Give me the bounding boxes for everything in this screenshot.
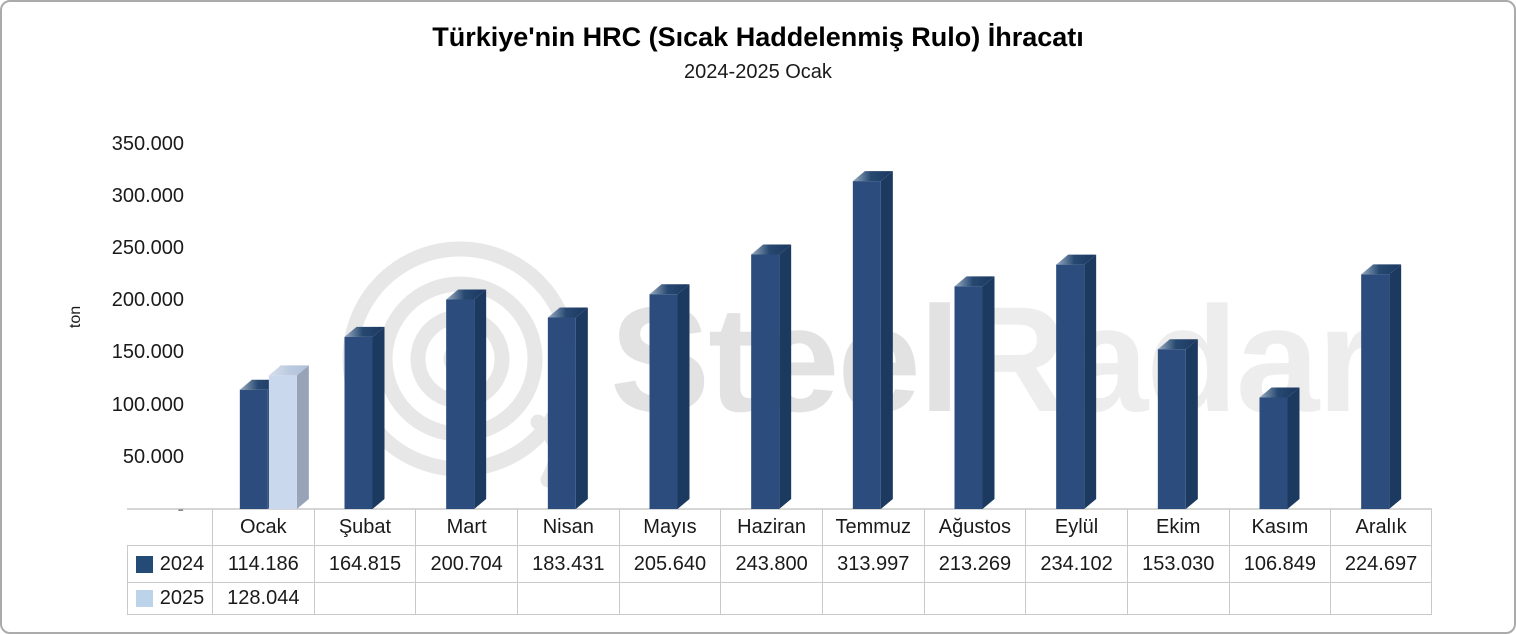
- legend-cell-2024: 2024: [127, 546, 212, 582]
- legend-label: 2025: [159, 587, 205, 609]
- month-label-agustos: Ağustos: [923, 509, 1026, 545]
- table-row: Ocak Şubat Mart Nisan Mayıs Haziran Temmuz Ağus…: [127, 509, 1432, 545]
- table-cell-2025-ekim: [1126, 583, 1229, 614]
- bar-2024-agustos: [954, 276, 995, 509]
- legend-swatch-2025: [135, 590, 153, 607]
- y-tick-label: 250.000: [111, 237, 184, 259]
- bar-2024-mart: [446, 289, 487, 509]
- table-cell-2024-ocak: 114.186: [212, 546, 314, 582]
- table-cell-2024-agustos: 213.269: [923, 546, 1026, 582]
- table-row: 2024 114.186 164.815 200.704 183.431 205.640 2…: [127, 545, 1432, 583]
- table-corner-cell: [127, 509, 212, 545]
- month-label-mart: Mart: [415, 509, 517, 545]
- bar-2024-aralik: [1361, 264, 1402, 509]
- month-label-aralik: Aralık: [1330, 509, 1432, 545]
- table-cell-2024-mart: 200.704: [415, 546, 517, 582]
- month-label-subat: Şubat: [313, 509, 416, 545]
- month-label-nisan: Nisan: [516, 509, 619, 545]
- table-cell-2024-ekim: 153.030: [1126, 546, 1229, 582]
- month-label-kasim: Kasım: [1228, 509, 1331, 545]
- y-tick-label: 350.000: [111, 132, 184, 155]
- table-row: 2025 128.044: [127, 583, 1432, 615]
- bar-2024-temmuz: [852, 171, 893, 509]
- bar-2025-ocak: [268, 365, 309, 509]
- bar-2024-nisan: [547, 307, 588, 509]
- table-cell-2024-eylul: 234.102: [1025, 546, 1127, 582]
- table-cell-2025-temmuz: [821, 583, 924, 614]
- table-cell-2025-agustos: [923, 583, 1026, 614]
- table-cell-2024-subat: 164.815: [313, 546, 416, 582]
- table-cell-2025-eylul: [1025, 583, 1127, 614]
- month-label-eylul: Eylül: [1025, 509, 1127, 545]
- chart-subtitle: 2024-2025 Ocak: [684, 61, 832, 83]
- table-cell-2025-aralik: [1330, 583, 1432, 614]
- table-cell-2025-mayis: [618, 583, 721, 614]
- bar-2024-kasim: [1259, 387, 1300, 509]
- bar-2024-ekim: [1157, 339, 1198, 509]
- legend-swatch-2024: [135, 555, 153, 573]
- table-cell-2024-aralik: 224.697: [1330, 546, 1432, 582]
- legend-cell-2025: 2025: [127, 583, 212, 614]
- table-cell-2024-temmuz: 313.997: [821, 546, 924, 582]
- table-cell-2025-ocak: 128.044: [212, 583, 314, 614]
- y-tick-label: 150.000: [111, 341, 184, 364]
- legend-label: 2024: [159, 552, 205, 575]
- table-cell-2024-kasim: 106.849: [1228, 546, 1331, 582]
- table-cell-2025-kasim: [1228, 583, 1331, 614]
- y-tick-label: 100.000: [111, 393, 184, 416]
- table-cell-2024-haziran: 243.800: [720, 546, 822, 582]
- y-tick-label: 300.000: [111, 184, 184, 207]
- table-cell-2025-haziran: [720, 583, 822, 614]
- bar-2024-subat: [344, 326, 385, 509]
- table-cell-2025-mart: [415, 583, 517, 614]
- chart-title: Türkiye'nin HRC (Sıcak Haddelenmiş Rulo)…: [432, 22, 1084, 52]
- table-cell-2025-subat: [313, 583, 416, 614]
- y-tick-label: 200.000: [111, 289, 184, 312]
- table-cell-2024-nisan: 183.431: [516, 546, 619, 582]
- table-cell-2024-mayis: 205.640: [618, 546, 721, 582]
- month-label-ekim: Ekim: [1126, 509, 1229, 545]
- month-label-mayis: Mayıs: [618, 509, 721, 545]
- y-tick-label: 50.000: [122, 445, 184, 468]
- bar-2024-mayis: [649, 284, 690, 509]
- bar-2024-haziran: [751, 244, 792, 510]
- table-cell-2025-nisan: [516, 583, 619, 614]
- month-label-haziran: Haziran: [720, 509, 822, 545]
- month-label-temmuz: Temmuz: [821, 509, 924, 545]
- month-label-ocak: Ocak: [212, 509, 314, 545]
- bar-2024-eylul: [1056, 254, 1097, 509]
